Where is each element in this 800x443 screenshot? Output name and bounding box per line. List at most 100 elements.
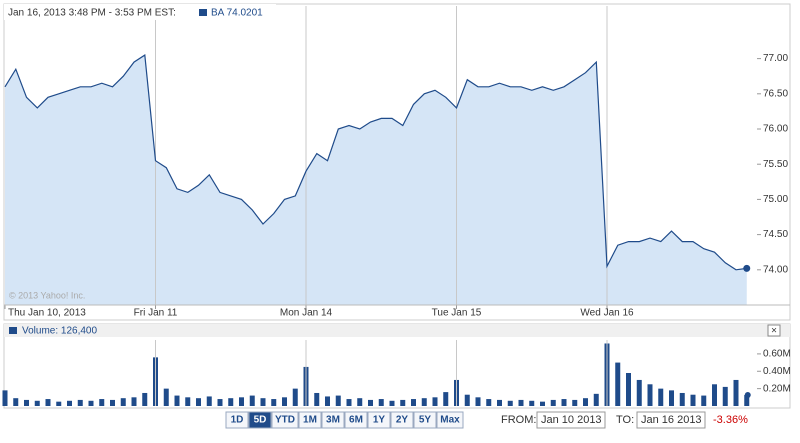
- volume-bar: [744, 395, 750, 406]
- last-point: [743, 264, 751, 272]
- range-button[interactable]: [225, 411, 249, 429]
- to-value[interactable]: Jan 16 2013: [641, 414, 702, 426]
- to-input[interactable]: [636, 411, 706, 429]
- to-label: TO:: [616, 414, 634, 426]
- y-tick-label: 76.00: [763, 124, 788, 135]
- volume-bar: [67, 400, 72, 406]
- volume-bar: [669, 390, 674, 406]
- volume-bar: [561, 399, 567, 406]
- range-button[interactable]: [436, 411, 464, 429]
- volume-bar: [292, 388, 298, 406]
- range-label[interactable]: 6M: [349, 415, 363, 426]
- volume-swatch: [9, 327, 17, 334]
- range-label[interactable]: 5Y: [419, 415, 432, 426]
- range-button[interactable]: [271, 411, 299, 429]
- volume-bar: [142, 392, 148, 406]
- volume-bar: [636, 379, 642, 406]
- price-line: [4, 54, 747, 271]
- volume-bar: [45, 399, 51, 406]
- close-button[interactable]: [767, 324, 781, 337]
- volume-header: [4, 324, 790, 337]
- range-button[interactable]: [413, 411, 437, 429]
- volume-bar: [540, 401, 545, 406]
- volume-bar: [249, 395, 255, 406]
- last-volume: [744, 392, 751, 399]
- range-label[interactable]: Max: [440, 415, 460, 426]
- range-button[interactable]: [321, 411, 345, 429]
- volume-bar: [518, 399, 524, 406]
- volume-bar: [314, 392, 320, 406]
- range-button[interactable]: [344, 411, 368, 429]
- volume-bar: [378, 399, 384, 406]
- volume-bar: [2, 390, 8, 406]
- range-button[interactable]: [298, 411, 322, 429]
- y-tick-label: 74.50: [763, 229, 788, 240]
- y-tick-label: 0.20M: [763, 383, 791, 394]
- y-tick-label: 76.50: [763, 88, 788, 99]
- range-label[interactable]: 1M: [303, 415, 317, 426]
- volume-bar: [56, 401, 62, 406]
- x-tick-label: Tue Jan 15: [432, 308, 482, 319]
- volume-bar: [282, 397, 287, 406]
- range-label[interactable]: 3M: [326, 415, 340, 426]
- close-icon[interactable]: ×: [771, 326, 777, 337]
- volume-bar: [400, 399, 406, 406]
- volume-bar: [507, 400, 513, 406]
- volume-bar: [34, 400, 40, 406]
- range-button[interactable]: [248, 411, 272, 429]
- y-tick-label: 0.60M: [763, 349, 791, 360]
- volume-bar: [217, 399, 223, 406]
- volume-bar: [421, 398, 427, 406]
- volume-bar: [497, 399, 502, 406]
- range-label[interactable]: 5D: [254, 415, 267, 426]
- x-tick-label: Wed Jan 16: [580, 308, 634, 319]
- range-label[interactable]: YTD: [275, 415, 295, 426]
- volume-bar: [335, 395, 341, 406]
- range-label[interactable]: 2Y: [396, 415, 409, 426]
- from-label: FROM:: [501, 414, 536, 426]
- volume-bar: [389, 400, 395, 406]
- volume-bar: [626, 373, 631, 406]
- from-input[interactable]: [536, 411, 606, 429]
- volume-bar: [690, 394, 696, 406]
- volume-bar: [325, 396, 330, 406]
- volume-bar: [88, 400, 94, 406]
- volume-bar: [733, 379, 739, 406]
- volume-bar: [357, 398, 363, 406]
- volume-bar: [615, 362, 621, 406]
- volume-bar: [722, 386, 728, 406]
- volume-bar: [572, 399, 578, 406]
- volume-bar: [368, 399, 373, 406]
- volume-bar: [206, 396, 212, 406]
- volume-bar: [131, 397, 137, 406]
- volume-bar: [464, 394, 470, 406]
- y-tick-label: 0.40M: [763, 366, 791, 377]
- y-tick-label: 77.00: [763, 53, 788, 64]
- x-tick-label: Fri Jan 11: [134, 308, 178, 319]
- volume-bar: [647, 384, 653, 406]
- range-label[interactable]: 1Y: [373, 415, 386, 426]
- volume-bar: [239, 397, 244, 406]
- volume-bar: [411, 399, 416, 406]
- volume-bar: [658, 388, 664, 406]
- header-bg: [4, 4, 276, 20]
- volume-bar: [583, 398, 588, 406]
- volume-bar: [174, 395, 180, 406]
- chart-title: Jan 16, 2013 3:48 PM - 3:53 PM EST:: [8, 8, 176, 19]
- volume-title: Volume: 126,400: [22, 326, 97, 337]
- volume-bar: [712, 384, 717, 406]
- range-button[interactable]: [390, 411, 414, 429]
- range-button[interactable]: [367, 411, 391, 429]
- volume-bar: [163, 388, 169, 406]
- volume-bar: [185, 397, 191, 406]
- volume-bar: [529, 400, 535, 406]
- from-value[interactable]: Jan 10 2013: [541, 414, 602, 426]
- range-label[interactable]: 1D: [231, 415, 244, 426]
- volume-bar: [24, 399, 29, 406]
- x-tick-label: Mon Jan 14: [280, 308, 333, 319]
- volume-bar: [443, 392, 449, 406]
- watermark: © 2013 Yahoo! Inc.: [9, 290, 85, 300]
- volume-bar: [260, 398, 266, 406]
- volume-bar: [475, 397, 481, 406]
